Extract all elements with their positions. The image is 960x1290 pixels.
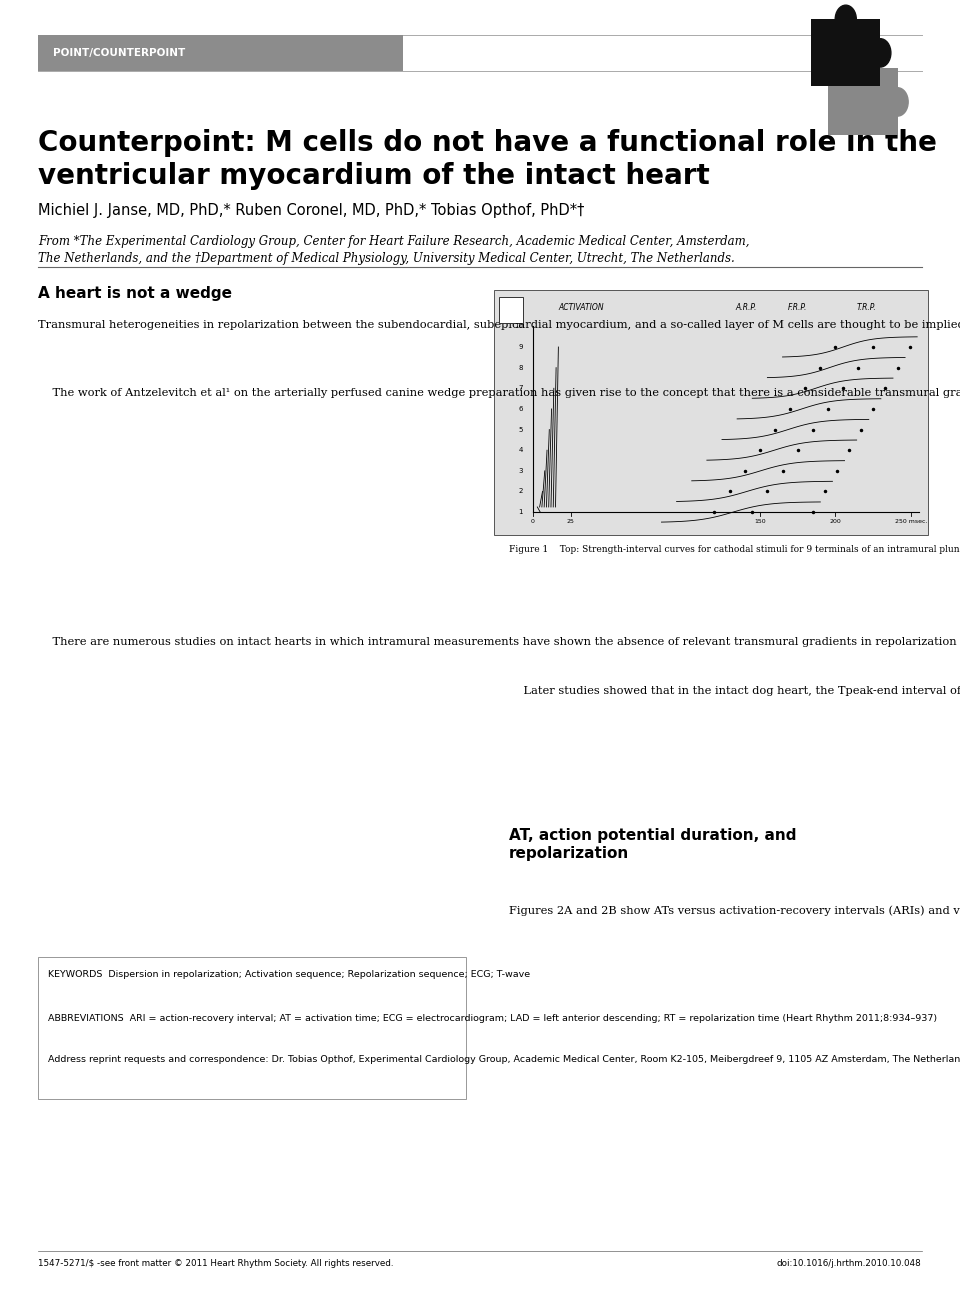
FancyBboxPatch shape [811,19,880,86]
Text: Later studies showed that in the intact dog heart, the Tpeak-end interval of 42 : Later studies showed that in the intact … [509,686,960,697]
Text: KEYWORDS  Dispersion in repolarization; Activation sequence; Repolarization sequ: KEYWORDS Dispersion in repolarization; A… [48,970,530,979]
Text: 0: 0 [531,519,535,524]
FancyBboxPatch shape [828,68,898,135]
Text: 250 msec.: 250 msec. [895,519,927,524]
Text: From *The Experimental Cardiology Group, Center for Heart Failure Research, Acad: From *The Experimental Cardiology Group,… [38,235,750,264]
Text: 1547-5271/$ -see front matter © 2011 Heart Rhythm Society. All rights reserved.: 1547-5271/$ -see front matter © 2011 Hea… [38,1259,394,1268]
Text: doi:10.1016/j.hrthm.2010.10.048: doi:10.1016/j.hrthm.2010.10.048 [777,1259,922,1268]
Bar [38,35,403,71]
Circle shape [887,88,908,116]
Text: 5: 5 [518,427,523,432]
Text: ABBREVIATIONS  ARI = action-recovery interval; AT = activation time; ECG = elect: ABBREVIATIONS ARI = action-recovery inte… [48,1014,937,1023]
Text: Figure 1    Top: Strength-interval curves for cathodal stimuli for 9 terminals o: Figure 1 Top: Strength-interval curves f… [509,544,960,553]
Text: 7: 7 [518,386,523,391]
Circle shape [870,39,891,67]
Text: 2: 2 [518,489,523,494]
Text: Transmural heterogeneities in repolarization between the subendocardial, subepic: Transmural heterogeneities in repolariza… [38,320,960,330]
Text: 9: 9 [518,344,523,350]
Text: 3: 3 [518,468,523,473]
Text: 8: 8 [518,365,523,370]
Bar [499,297,523,322]
Text: The work of Antzelevitch et al¹ on the arterially perfused canine wedge preparat: The work of Antzelevitch et al¹ on the a… [38,387,960,397]
Circle shape [835,5,856,34]
Text: T.R.P.: T.R.P. [857,303,876,312]
Text: Counterpoint: M cells do not have a functional role in the
ventricular myocardiu: Counterpoint: M cells do not have a func… [38,129,937,191]
Text: 150: 150 [754,519,766,524]
Text: 200: 200 [829,519,841,524]
Text: A.R.P.: A.R.P. [735,303,756,312]
Text: F.R.P.: F.R.P. [788,303,807,312]
Text: Figures 2A and 2B show ATs versus activation-recovery intervals (ARIs) and versu: Figures 2A and 2B show ATs versus activa… [509,906,960,916]
Circle shape [852,54,874,83]
Text: Address reprint requests and correspondence: Dr. Tobias Opthof, Experimental Car: Address reprint requests and corresponde… [48,1055,960,1064]
Text: Michiel J. Janse, MD, PhD,* Ruben Coronel, MD, PhD,* Tobias Opthof, PhD*†: Michiel J. Janse, MD, PhD,* Ruben Corone… [38,203,585,218]
Text: ACTIVATION: ACTIVATION [558,303,604,312]
Text: A heart is not a wedge: A heart is not a wedge [38,286,232,302]
Bar [38,957,466,1099]
Text: There are numerous studies on intact hearts in which intramural measurements hav: There are numerous studies on intact hea… [38,636,960,646]
Text: AT, action potential duration, and
repolarization: AT, action potential duration, and repol… [509,828,796,860]
Bar [494,290,928,535]
Text: 6: 6 [518,406,523,412]
Text: POINT/COUNTERPOINT: POINT/COUNTERPOINT [53,48,185,58]
Text: 25: 25 [566,519,575,524]
Text: 4: 4 [518,448,523,453]
Text: 1: 1 [518,510,523,515]
Text: 10: 10 [515,324,523,329]
